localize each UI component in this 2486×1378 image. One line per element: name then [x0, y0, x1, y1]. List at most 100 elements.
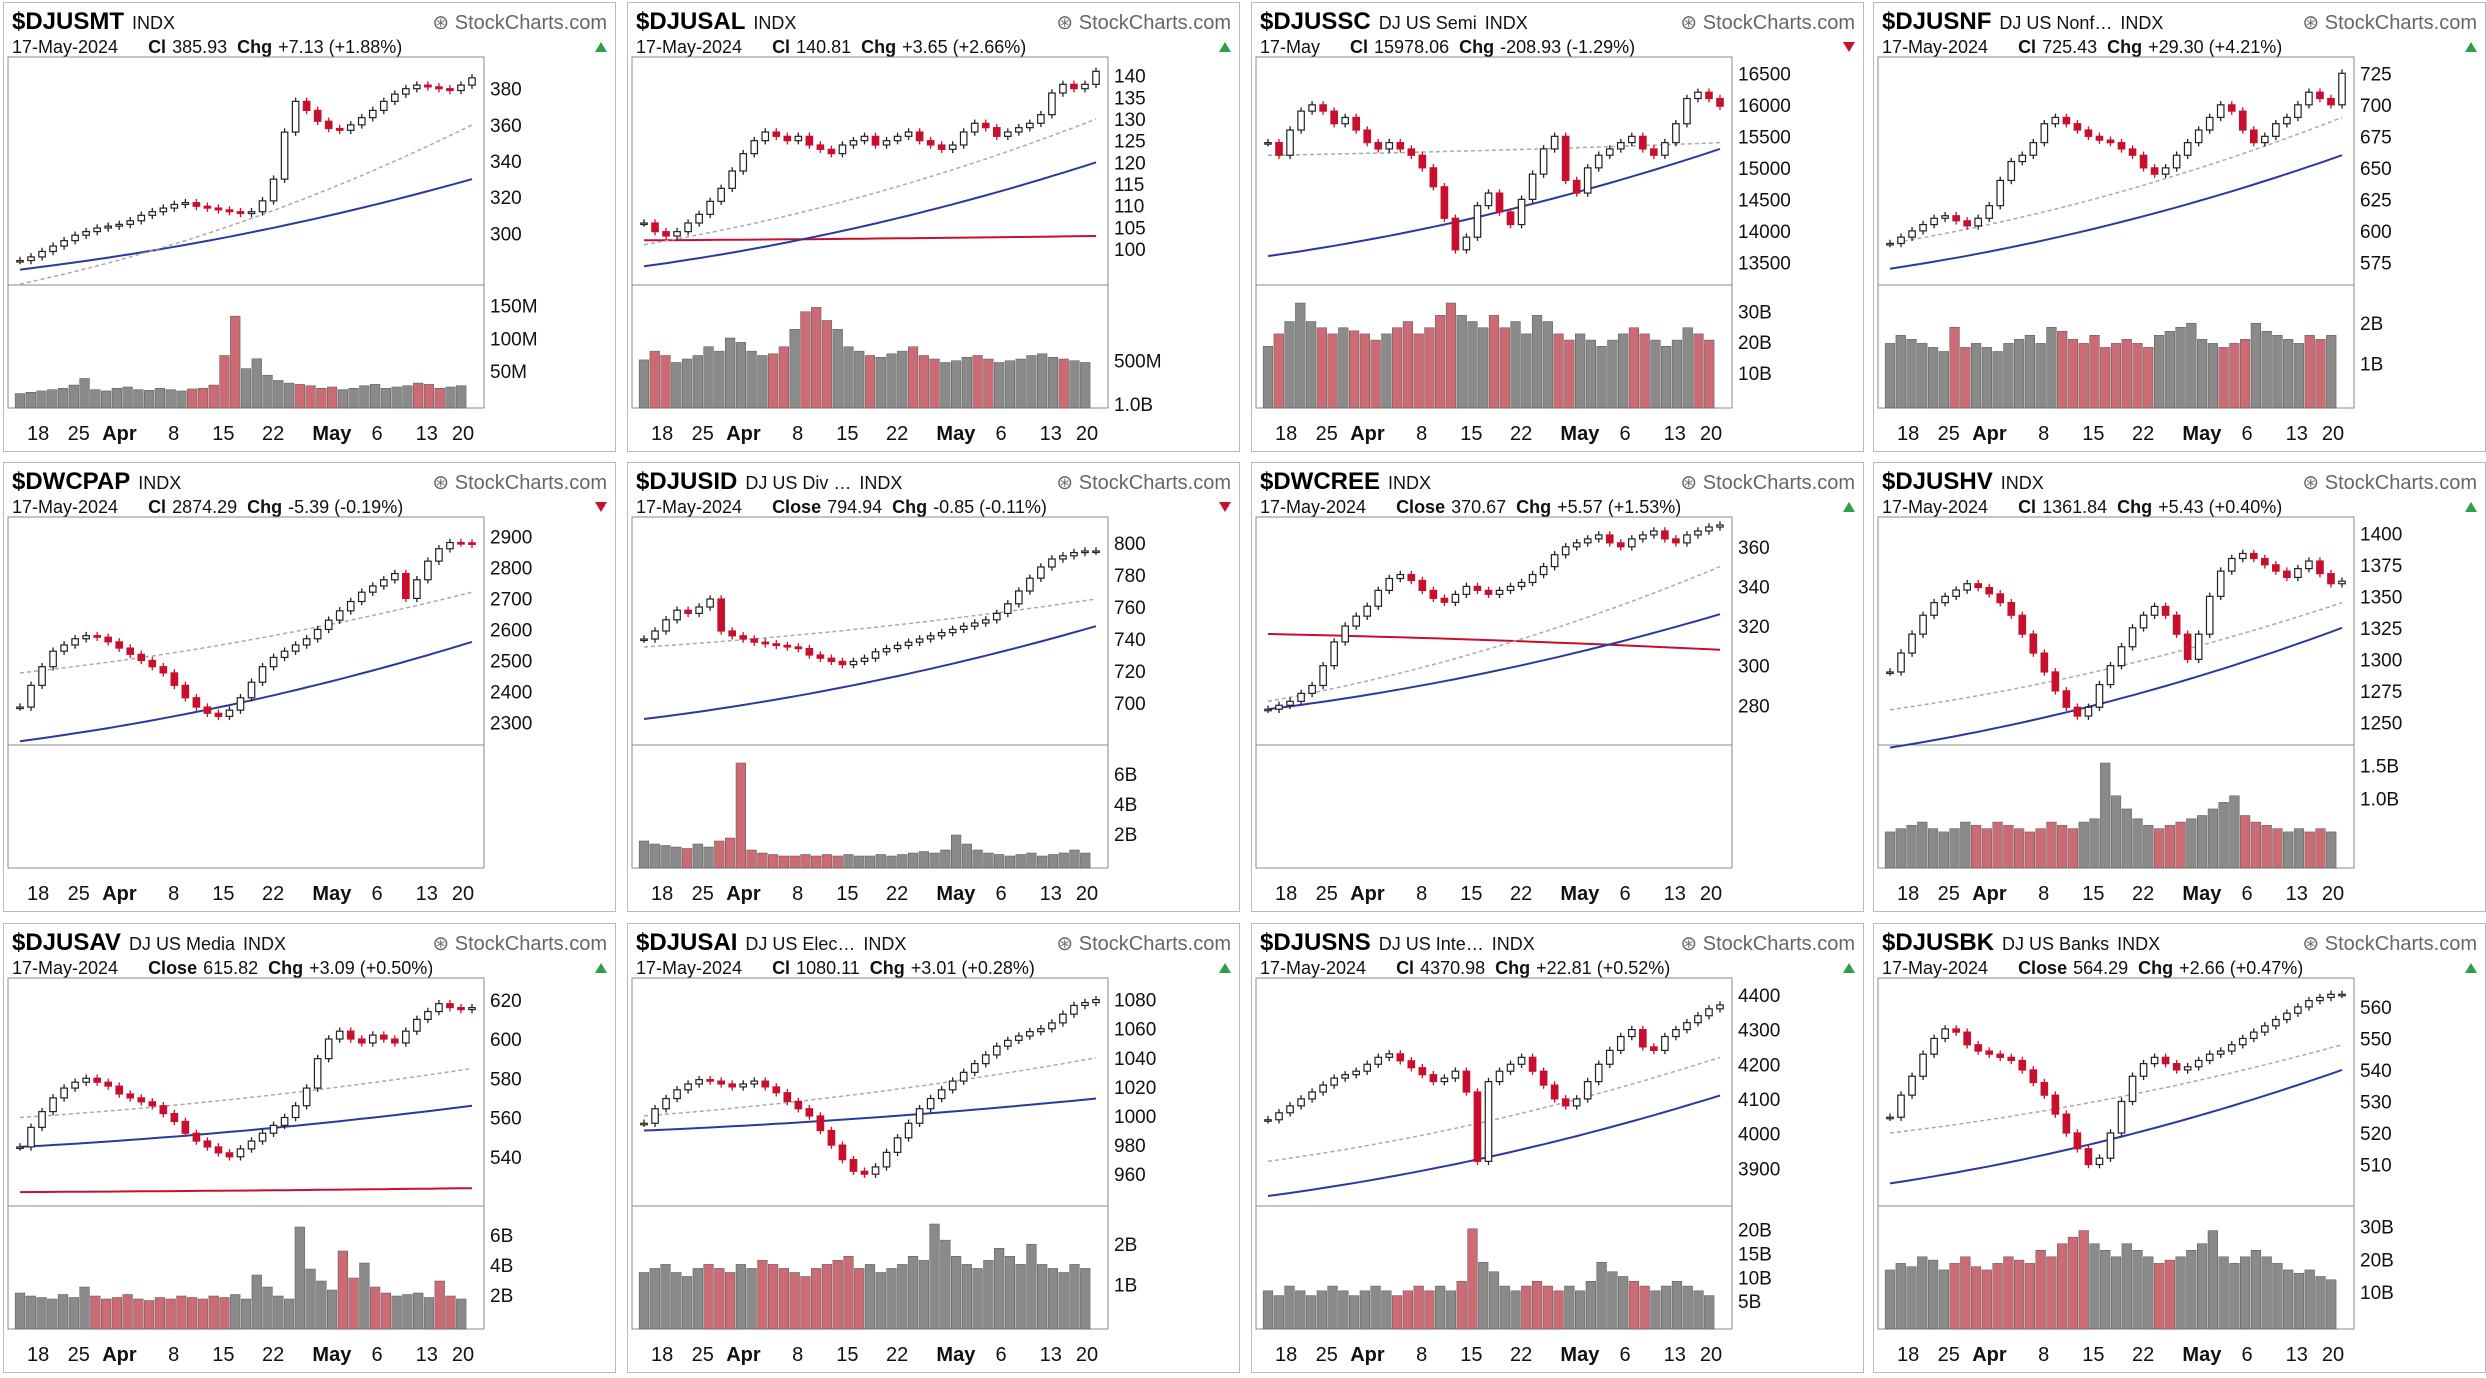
candle-body [379, 1034, 388, 1040]
chart-subheader: 17-May-2024 Cl 725.43 Chg +29.30 (+4.21%) [1882, 37, 2282, 57]
volume-bar [1058, 852, 1069, 869]
volume-bar [2003, 343, 2014, 409]
chart-panel[interactable]: $DJUSMT INDX ⊛ StockCharts.com 17-May-2024 C… [3, 2, 616, 452]
candle [1616, 539, 1625, 551]
volume-tick-label: 15B [1738, 1244, 1772, 1265]
candle [214, 709, 223, 721]
x-tick-label: 22 [2132, 1344, 2154, 1366]
price-tick-label: 320 [1738, 617, 1770, 638]
chart-panel[interactable]: $DJUSID DJ US Div … INDX ⊛ StockCharts.com 1… [627, 462, 1240, 912]
x-tick-label: 8 [792, 423, 803, 445]
candle-body [1330, 641, 1338, 667]
volume-bar [983, 852, 994, 869]
price-tick-label: 105 [1114, 218, 1146, 239]
close-value: 2874.29 [172, 497, 237, 517]
candle-body [1341, 1074, 1349, 1079]
volume-bar [1585, 1281, 1596, 1330]
candle-body [192, 202, 201, 207]
chart-panel[interactable]: $DJUSHV INDX ⊛ StockCharts.com 17-May-2024 C… [1873, 462, 2486, 912]
price-tick-label: 540 [490, 1148, 522, 1169]
volume-bar [14, 393, 26, 409]
candle [1308, 681, 1316, 698]
candle [2106, 136, 2115, 147]
x-tick-label: May [312, 1344, 352, 1366]
candle-body [1627, 135, 1636, 144]
candle-body [1897, 652, 1905, 673]
candle [126, 216, 135, 229]
volume-bar [68, 384, 79, 409]
price-plot-frame [7, 977, 485, 1207]
candle-body [424, 560, 432, 581]
volume-bar [1037, 353, 1048, 409]
candle-body [1407, 1060, 1416, 1069]
candle [1003, 600, 1012, 618]
candle-body [1550, 135, 1559, 150]
chart-panel[interactable]: $DJUSAI DJ US Elec… INDX ⊛ StockCharts.com 1… [627, 923, 1240, 1373]
candle [1297, 689, 1305, 706]
chart-panel[interactable]: $DJUSAV DJ US Media INDX ⊛ StockCharts.com 1… [3, 923, 616, 1373]
chart-panel[interactable]: $DJUSNS DJ US Inte… INDX ⊛ StockCharts.com 1… [1251, 923, 1864, 1373]
volume-bar [1553, 1290, 1564, 1330]
price-tick-label: 600 [490, 1030, 522, 1051]
chart-panel[interactable]: $DJUSSC DJ US Semi INDX ⊛ StockCharts.com 17… [1251, 2, 1864, 452]
volume-bar [1971, 343, 1982, 409]
candle [2139, 611, 2148, 632]
candle-body [695, 606, 703, 615]
volume-bar [1478, 327, 1489, 409]
chart-panel[interactable]: $DJUSBK DJ US Banks INDX ⊛ StockCharts.com 1… [1873, 923, 2486, 1373]
volume-bar [273, 1295, 284, 1330]
x-tick-label: Apr [1350, 1344, 1385, 1366]
candle-body [794, 646, 803, 650]
candle [1572, 176, 1581, 197]
candle [280, 128, 289, 183]
source-label: ⊛ StockCharts.com [1056, 12, 1231, 34]
volume-bar [2186, 818, 2197, 869]
candle [1941, 1025, 1949, 1043]
volume-bar [2240, 1256, 2251, 1330]
close-label: Cl [772, 958, 790, 978]
candle [1003, 1036, 1012, 1050]
candle-body [2338, 72, 2346, 106]
chart-panel[interactable]: $DJUSAL INDX ⊛ StockCharts.com 17-May-2024 C… [627, 2, 1240, 452]
candle [148, 1098, 157, 1110]
candle [926, 136, 935, 149]
source-label: ⊛ StockCharts.com [2302, 933, 2477, 955]
candle [1605, 531, 1614, 547]
chart-panel[interactable]: $DWCREE INDX ⊛ StockCharts.com 17-May-2024 C… [1251, 462, 1864, 912]
x-tick-label: 15 [212, 883, 234, 905]
x-tick-label: 6 [372, 883, 383, 905]
candle [1352, 113, 1361, 134]
volume-bar [1402, 321, 1413, 409]
volume-tick-label: 10B [1738, 1268, 1772, 1289]
candle [1908, 227, 1916, 241]
volume-bar [2132, 1250, 2143, 1330]
volume-bar [154, 1297, 165, 1330]
volume-bar [1273, 1295, 1284, 1330]
volume-bar [144, 1300, 155, 1330]
chart-symbol: $DJUSID [636, 468, 737, 495]
chart-panel[interactable]: $DJUSNF DJ US Nonf… INDX ⊛ StockCharts.com 1… [1873, 2, 2486, 452]
chart-svg: $DJUSID DJ US Div … INDX ⊛ StockCharts.com1… [631, 468, 1231, 905]
candle-body [1650, 1046, 1658, 1052]
candle-body [640, 638, 648, 642]
volume-bar [2175, 326, 2186, 409]
candle-body [1985, 205, 1994, 219]
candle-body [1484, 192, 1493, 207]
volume-bar [1080, 852, 1091, 869]
chart-panel[interactable]: $DWCPAP INDX ⊛ StockCharts.com 17-May-2024 C… [3, 462, 616, 912]
volume-bar [725, 837, 736, 869]
candle [1374, 586, 1383, 610]
candle [269, 1121, 278, 1137]
volume-tick-label: 5B [1738, 1292, 1761, 1313]
candle [750, 136, 759, 158]
candle [1705, 1005, 1713, 1020]
candle-body [706, 200, 714, 215]
candle [1941, 592, 1949, 607]
candle-body [2106, 139, 2115, 144]
candle-body [2040, 1081, 2049, 1096]
chart-subheader: 17-May-2024 Cl 385.93 Chg +7.13 (+1.88%) [12, 37, 402, 57]
candle-body [959, 625, 968, 630]
volume-bar [649, 350, 660, 409]
candle [1506, 582, 1515, 595]
volume-tick-label: 20B [1738, 1221, 1772, 1242]
